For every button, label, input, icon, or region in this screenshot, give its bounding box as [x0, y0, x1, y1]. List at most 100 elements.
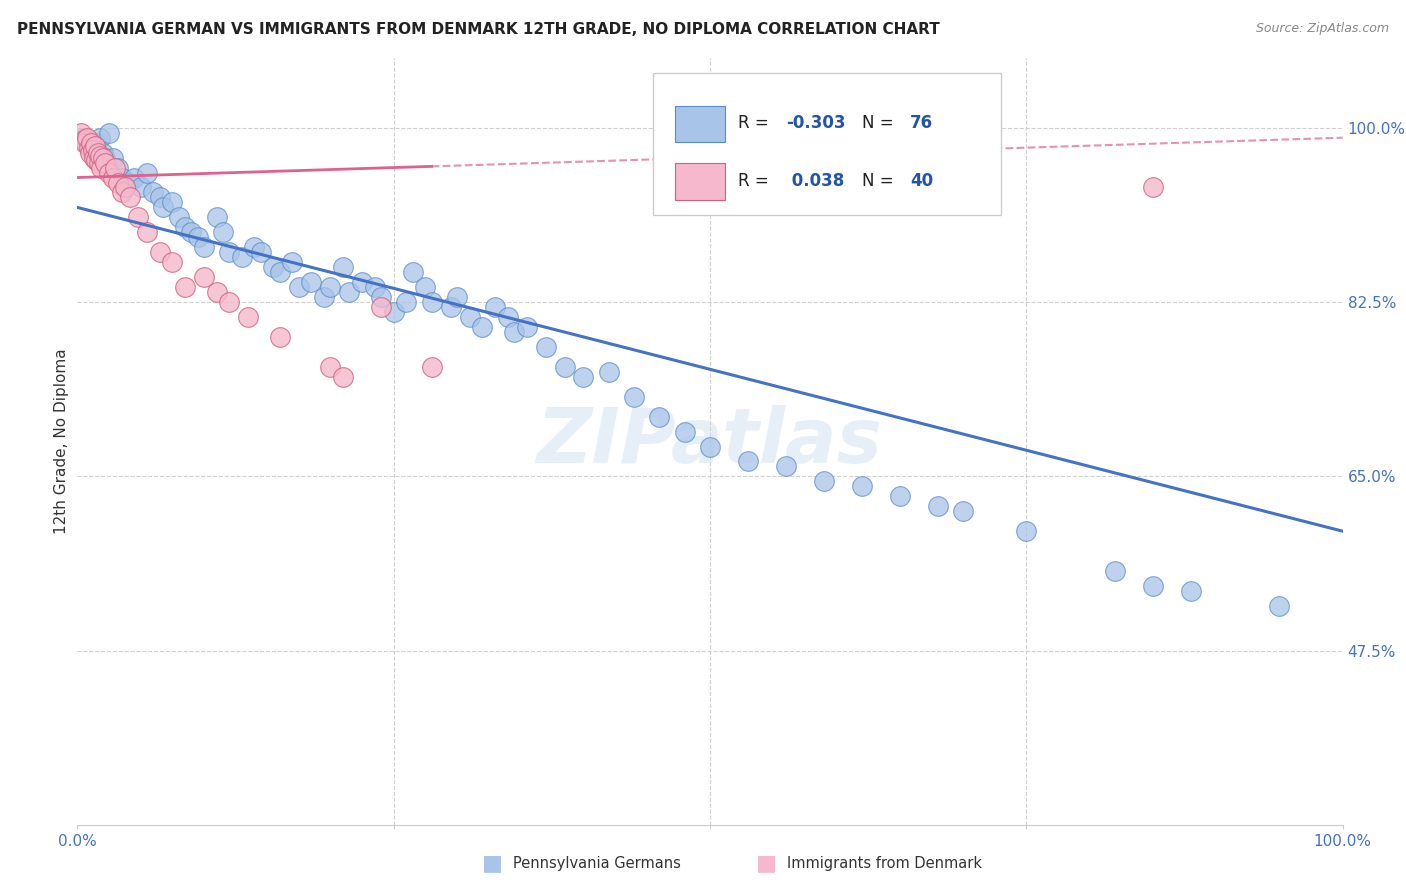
Text: R =: R =	[738, 172, 769, 190]
Point	[76, 136, 98, 150]
Point	[91, 145, 114, 160]
Point	[149, 245, 172, 260]
Point	[218, 245, 240, 260]
Point	[89, 148, 111, 162]
Point	[851, 479, 873, 493]
Point	[775, 459, 797, 474]
Point	[73, 133, 96, 147]
Point	[117, 176, 139, 190]
Point	[84, 138, 107, 153]
Point	[395, 295, 418, 310]
Point	[114, 180, 136, 194]
Text: Immigrants from Denmark: Immigrants from Denmark	[787, 856, 983, 871]
Point	[211, 225, 233, 239]
Point	[142, 186, 165, 200]
Point	[129, 180, 152, 194]
Point	[91, 151, 114, 165]
Point	[813, 475, 835, 489]
Text: ■: ■	[756, 854, 776, 873]
Point	[503, 325, 526, 339]
Point	[231, 250, 253, 264]
Text: -0.303: -0.303	[786, 114, 845, 132]
Point	[180, 225, 202, 239]
Text: Source: ZipAtlas.com: Source: ZipAtlas.com	[1256, 22, 1389, 36]
Point	[77, 141, 100, 155]
Text: R =: R =	[738, 114, 769, 132]
Point	[1104, 564, 1126, 578]
Text: N =: N =	[862, 114, 893, 132]
Point	[927, 500, 949, 514]
Point	[370, 300, 392, 314]
Point	[332, 369, 354, 384]
Text: ZIPatlas: ZIPatlas	[537, 405, 883, 478]
Point	[269, 265, 291, 279]
FancyBboxPatch shape	[675, 163, 725, 200]
Point	[363, 280, 385, 294]
Point	[101, 151, 124, 165]
Point	[98, 165, 120, 179]
Point	[243, 240, 266, 254]
Point	[193, 240, 215, 254]
Point	[136, 165, 159, 179]
Point	[152, 201, 174, 215]
Point	[82, 145, 104, 160]
Point	[193, 270, 215, 285]
Point	[287, 280, 309, 294]
Point	[73, 130, 96, 145]
Point	[218, 295, 240, 310]
Point	[101, 170, 124, 185]
Point	[205, 211, 228, 225]
Point	[446, 290, 468, 304]
Y-axis label: 12th Grade, No Diploma: 12th Grade, No Diploma	[53, 349, 69, 534]
Point	[262, 260, 284, 275]
Point	[648, 409, 671, 424]
Point	[516, 320, 538, 334]
Point	[174, 220, 197, 235]
Point	[281, 255, 304, 269]
Point	[86, 136, 108, 150]
Point	[80, 136, 103, 150]
Point	[98, 126, 120, 140]
Point	[737, 454, 759, 468]
Point	[186, 230, 209, 244]
Point	[162, 195, 183, 210]
FancyBboxPatch shape	[675, 105, 725, 143]
Text: 40: 40	[910, 172, 934, 190]
Point	[162, 255, 183, 269]
Point	[269, 330, 291, 344]
Point	[673, 425, 696, 439]
Point	[952, 504, 974, 518]
Point	[124, 170, 146, 185]
Point	[79, 141, 101, 155]
Point	[339, 285, 360, 299]
Point	[120, 190, 142, 204]
Point	[352, 275, 374, 289]
Point	[314, 290, 336, 304]
Point	[107, 176, 129, 190]
Point	[167, 211, 190, 225]
Point	[94, 151, 117, 165]
Point	[496, 310, 519, 324]
Text: ■: ■	[482, 854, 502, 873]
Point	[149, 190, 172, 204]
Point	[382, 305, 405, 319]
Point	[205, 285, 228, 299]
Point	[598, 365, 620, 379]
Point	[458, 310, 481, 324]
Point	[136, 225, 159, 239]
Point	[370, 290, 392, 304]
Point	[111, 186, 132, 200]
Point	[332, 260, 354, 275]
Point	[1180, 584, 1202, 599]
Point	[86, 145, 108, 160]
Point	[554, 359, 576, 374]
Point	[420, 359, 443, 374]
Point	[174, 280, 197, 294]
Point	[1142, 579, 1164, 593]
Point	[402, 265, 425, 279]
Point	[94, 155, 117, 169]
Point	[127, 211, 149, 225]
Point	[90, 161, 112, 175]
Point	[238, 310, 260, 324]
Point	[79, 145, 101, 160]
